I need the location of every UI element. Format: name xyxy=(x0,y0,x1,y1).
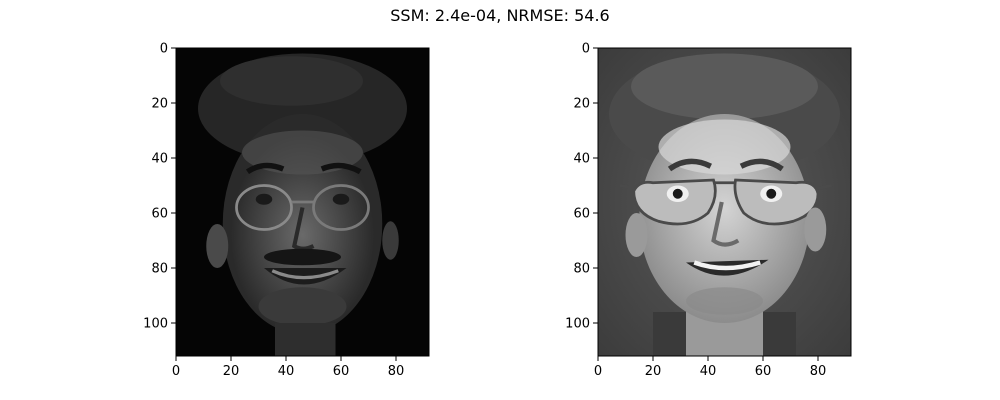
figure-title: SSM: 2.4e-04, NRMSE: 54.6 xyxy=(390,6,609,25)
right-face-image xyxy=(598,48,851,356)
left-y-tick-label: 20 xyxy=(151,97,168,112)
left-face-image xyxy=(176,48,429,356)
right-y-tick-label: 60 xyxy=(573,207,590,222)
left-y-tick-label: 80 xyxy=(151,262,168,277)
right-x-tick-label: 40 xyxy=(700,364,717,379)
right-y-tick-label: 0 xyxy=(582,42,590,57)
left-y-tick-label: 40 xyxy=(151,152,168,167)
right-image-panel: 0 20 40 60 80 0 20 40 60 80 100 xyxy=(565,42,852,380)
left-y-tick-label: 60 xyxy=(151,207,168,222)
right-y-tick-label: 40 xyxy=(573,152,590,167)
right-y-tick-label: 100 xyxy=(565,317,590,332)
left-x-tick-label: 20 xyxy=(223,364,240,379)
right-x-tick-label: 0 xyxy=(594,364,602,379)
left-axes-frame xyxy=(175,47,430,357)
left-axis-ticks: 0 20 40 60 80 0 20 40 60 80 100 xyxy=(143,42,404,380)
right-x-tick-label: 80 xyxy=(810,364,827,379)
left-y-tick-label: 0 xyxy=(160,42,168,57)
right-y-tick-label: 20 xyxy=(573,97,590,112)
right-x-tick-label: 20 xyxy=(645,364,662,379)
right-y-tick-label: 80 xyxy=(573,262,590,277)
left-image-panel: 0 20 40 60 80 0 20 40 60 80 100 xyxy=(143,42,430,380)
left-y-tick-label: 100 xyxy=(143,317,168,332)
left-x-tick-label: 60 xyxy=(333,364,350,379)
right-x-tick-label: 60 xyxy=(755,364,772,379)
left-x-tick-label: 40 xyxy=(278,364,295,379)
left-x-tick-label: 80 xyxy=(388,364,405,379)
left-x-tick-label: 0 xyxy=(172,364,180,379)
right-axis-ticks: 0 20 40 60 80 0 20 40 60 80 100 xyxy=(565,42,826,380)
right-axes-frame xyxy=(597,47,852,357)
